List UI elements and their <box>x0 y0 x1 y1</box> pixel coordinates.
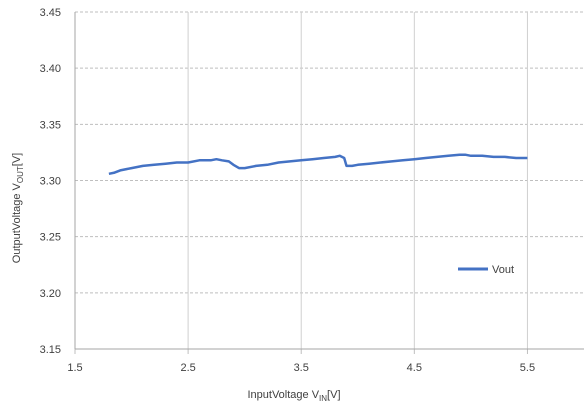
y-tick-label: 3.40 <box>40 63 61 75</box>
y-axis-title-main: OutputVoltage V <box>11 182 23 263</box>
x-tick-label: 5.5 <box>520 362 535 374</box>
y-axis-title: OutputVoltage VOUT[V] <box>11 153 25 263</box>
y-tick-label: 3.45 <box>40 7 61 19</box>
axes <box>74 12 584 354</box>
y-tick-label: 3.15 <box>40 344 61 356</box>
grid <box>75 11 584 349</box>
x-tick-label: 4.5 <box>407 362 422 374</box>
legend: Vout <box>458 264 514 276</box>
x-tick-label: 2.5 <box>180 362 195 374</box>
y-axis-title-sub: OUT <box>16 166 25 183</box>
series-line-vout <box>108 153 528 176</box>
y-tick-label: 3.30 <box>40 176 61 188</box>
x-axis-title-unit: [V] <box>327 389 340 401</box>
x-axis-title-sub: IN <box>319 394 327 403</box>
y-tick-label: 3.25 <box>40 232 61 244</box>
x-axis-title-main: InputVoltage V <box>247 389 319 401</box>
y-tick-label: 3.35 <box>40 119 61 131</box>
x-axis-title: InputVoltage VIN[V] <box>247 389 340 403</box>
series-layer <box>108 153 528 176</box>
y-tick-label: 3.20 <box>40 288 61 300</box>
y-axis-title-unit: [V] <box>11 153 23 166</box>
tick-labels: 3.15 3.20 3.25 3.30 3.35 3.40 3.45 1.5 2.5 3.5 4.5… <box>40 7 536 374</box>
x-tick-label: 3.5 <box>294 362 309 374</box>
x-tick-label: 1.5 <box>67 362 82 374</box>
legend-label-vout: Vout <box>492 264 514 276</box>
